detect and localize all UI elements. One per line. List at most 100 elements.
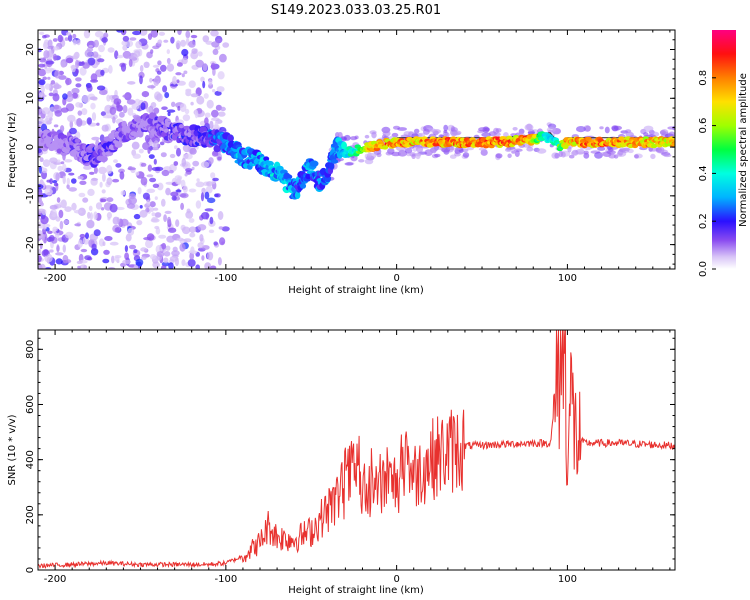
spectrogram-noise-blob [208,229,215,234]
colorbar-tick-label: 0.2 [698,213,709,229]
spectrogram-halo-blob [411,153,416,159]
spectrogram-noise-blob [53,46,60,51]
spectrogram-noise-blob [140,176,148,186]
spectrogram-noise-blob [122,35,130,42]
spectrogram-noise-blob [170,36,175,44]
spectrogram-ridge-blob [329,162,335,170]
spectrogram-noise-blob [68,187,77,192]
spectrogram-noise-blob [101,37,108,43]
spectrogram-noise-blob [115,163,122,168]
spectrogram-noise-blob [43,50,50,59]
spectrogram-noise-blob [154,212,162,218]
spectrogram-halo-blob [648,147,659,152]
spectrogram-halo-blob [600,152,608,156]
spectrogram-noise-blob [181,259,186,266]
spectrogram-noise-blob [78,176,84,180]
spectrogram-noise-blob [127,227,135,236]
spectrogram-noise-blob [96,122,100,126]
spectrogram-halo-blob [428,149,433,153]
spectrogram-noise-blob [192,160,200,167]
spectrogram-halo-blob [434,153,441,158]
spectrogram-noise-blob [162,85,168,93]
spectrogram-noise-blob [205,40,213,45]
spectrogram-noise-blob [75,77,82,82]
spectrogram-noise-blob [68,172,75,176]
spectrogram-noise-blob [153,77,160,86]
spectrogram-noise-blob [108,64,113,74]
spectrogram-noise-blob [207,197,216,204]
spectrogram-noise-blob [52,53,57,61]
spectrogram-noise-blob [83,165,92,170]
spectrogram-noise-blob [39,202,44,207]
spectrogram-halo-blob [415,152,421,160]
spectrogram-halo-blob [423,128,430,135]
spectrogram-noise-blob [38,147,42,154]
spectrogram-noise-blob [188,188,197,193]
spectrogram-noise-blob [73,52,79,60]
spectrogram-y-ticks: -20 -10 0 10 20 [25,29,675,265]
spectrogram-noise-blob [175,219,180,228]
spectrogram-noise-blob [97,58,105,63]
spectrogram-noise-blob [126,99,136,105]
spectrogram-noise-blob [196,178,200,183]
spectrogram-halo-blob [625,131,634,138]
colorbar-gradient [712,30,736,269]
spectrogram-noise-blob [48,235,55,242]
spectrogram-noise-blob [190,93,199,98]
x-tick-label: 100 [558,273,577,284]
x-tick-label: -100 [215,574,238,585]
spectrogram-noise-blob [160,64,167,72]
spectrogram-halo-blob [524,124,534,131]
spectrogram-noise-blob [71,87,80,94]
spectrogram-noise-blob [204,117,209,125]
spectrogram-noise-blob [62,254,69,264]
spectrogram-ridge-blob [671,142,675,147]
spectrogram-noise-blob [62,163,67,172]
spectrogram-noise-blob [166,63,175,72]
spectrogram-noise-blob [103,32,109,39]
spectrogram-noise-blob [179,103,187,113]
spectrogram-noise-blob [77,110,83,116]
spectrogram-noise-blob [181,48,189,57]
snr-series-line [38,330,675,570]
spectrogram-noise-blob [172,75,177,85]
spectrogram-noise-blob [132,30,142,36]
y-tick-label: 800 [25,340,36,359]
spectrogram-noise-blob [62,244,66,253]
spectrogram-noise-blob [139,75,143,85]
spectrogram-halo-blob [643,125,654,132]
spectrogram-halo-blob [462,152,470,158]
spectrogram-noise-blob [60,60,66,68]
spectrogram-noise-blob [57,34,63,43]
spectrogram-noise-blob [53,183,59,187]
spectrogram-noise-blob [50,80,56,85]
spectrogram-halo-blob [536,148,547,154]
spectrogram-noise-blob [122,105,128,114]
y-tick-label: 20 [25,43,36,56]
spectrogram-noise-blob [182,114,191,122]
spectrogram-noise-blob [71,178,77,184]
spectrogram-noise-blob [81,108,88,116]
spectrogram-noise-blob [176,237,184,242]
spectrogram-noise-blob [106,177,113,186]
spectrogram-noise-blob [161,198,166,207]
spectrogram-noise-blob [166,49,170,55]
spectrogram-noise-blob [122,259,131,265]
spectrogram-noise-blob [165,245,171,251]
spectrogram-noise-blob [166,109,176,113]
spectrogram-noise-blob [209,120,214,130]
spectrogram-noise-blob [40,85,45,93]
spectrogram-halo-blob [344,162,354,166]
spectrogram-noise-blob [187,258,196,267]
spectrogram-noise-blob [43,39,50,48]
spectrogram-noise-blob [119,111,125,118]
spectrogram-halo-blob [495,128,502,133]
spectrogram-noise-blob [76,117,83,127]
spectrogram-ridge-blob [148,112,157,120]
spectrogram-halo-blob [507,153,512,159]
x-tick-label: -200 [44,574,67,585]
spectrogram-noise-blob [191,166,195,171]
spectrogram-noise-blob [169,169,174,174]
spectrogram-noise-blob [82,197,89,203]
spectrogram-noise-blob [86,84,93,92]
